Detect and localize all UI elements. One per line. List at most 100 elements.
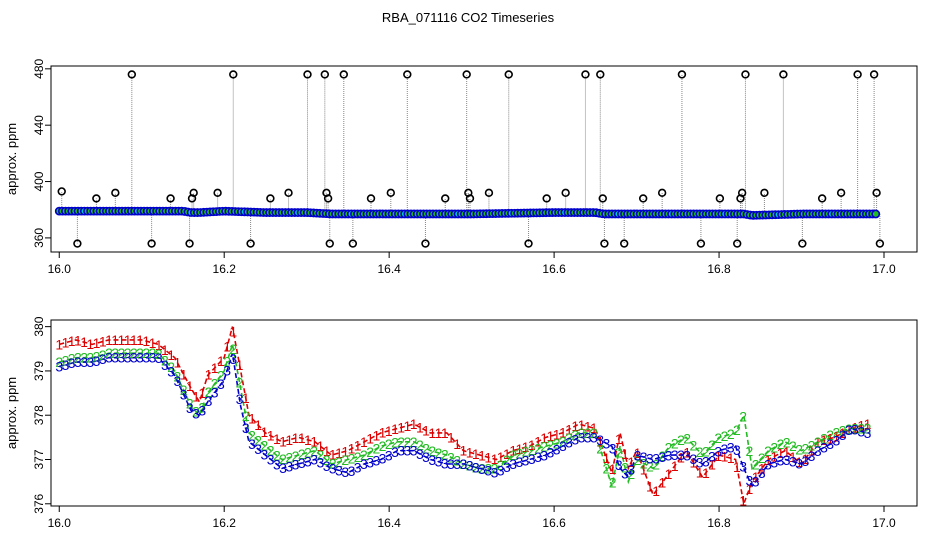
x-tick-label: 16.2 <box>213 516 237 530</box>
series-2-point: 2 <box>354 449 362 465</box>
series-2-point: 2 <box>149 345 157 361</box>
series-2-point: 2 <box>285 450 293 466</box>
series-3-point: 3 <box>621 466 629 482</box>
series-2-point: 2 <box>310 443 318 459</box>
series-3-point: 3 <box>130 350 138 366</box>
series-2-point: 2 <box>845 421 853 437</box>
y-tick-label: 440 <box>32 115 46 135</box>
series-3-point: 3 <box>217 376 225 392</box>
series-3-point: 3 <box>491 464 499 480</box>
series-3-point: 3 <box>341 464 349 480</box>
series-3-point: 3 <box>316 454 324 470</box>
spike-point <box>284 188 293 198</box>
spike-point <box>817 194 827 203</box>
series-2-point: 2 <box>683 431 691 447</box>
series-1-point: 1 <box>130 332 138 348</box>
spike-point <box>504 70 513 79</box>
spike-point <box>875 239 885 248</box>
series-2-point: 2 <box>677 432 685 448</box>
series-3-point: 3 <box>99 351 107 367</box>
series-3-point: 3 <box>752 473 760 489</box>
panel-1-plot-area <box>54 70 885 248</box>
series-2-point: 2 <box>459 456 467 472</box>
series-1-point: 1 <box>459 443 467 459</box>
series-3-point: 3 <box>136 350 144 366</box>
series-3-point: 3 <box>453 456 461 472</box>
series-2-point: 2 <box>652 456 660 472</box>
series-2-point: 2 <box>279 451 287 467</box>
series-3-point: 3 <box>441 455 449 471</box>
spike-point <box>677 70 687 79</box>
series-3-point: 3 <box>236 391 244 407</box>
series-2-point: 2 <box>851 421 859 437</box>
series-1-point: 1 <box>292 430 300 446</box>
series-1-point: 1 <box>540 430 548 446</box>
series-2-point: 2 <box>553 435 561 451</box>
spike-point <box>638 194 648 203</box>
series-2-point: 2 <box>186 395 194 411</box>
series-3-point: 3 <box>472 459 480 475</box>
series-3-point: 3 <box>814 443 822 459</box>
series-3-point: 3 <box>857 423 865 439</box>
series-2-point: 2 <box>236 375 244 391</box>
series-1-point: 1 <box>559 425 567 441</box>
series-3-point: 3 <box>609 440 617 456</box>
series-3-point: 3 <box>534 449 542 465</box>
series-1-point: 1 <box>584 418 592 434</box>
series-3-point: 3 <box>733 442 741 458</box>
series-1-point: 1 <box>192 388 200 404</box>
series-1-point: 1 <box>758 461 766 477</box>
x-tick-label: 16.0 <box>48 516 72 530</box>
spike-point <box>872 188 881 198</box>
series-1-point: 1 <box>404 418 412 434</box>
series-1-point: 1 <box>198 385 206 401</box>
series-1-point: 1 <box>789 449 797 465</box>
series-2-point: 2 <box>385 436 393 452</box>
series-1-point: 1 <box>733 459 741 475</box>
series-2-point: 2 <box>758 450 766 466</box>
series-1-point: 1 <box>683 444 691 460</box>
series-2-point: 2 <box>640 455 648 471</box>
series-1-point: 1 <box>86 336 94 352</box>
series-2-point: 2 <box>379 438 387 454</box>
series-3-point: 3 <box>298 455 306 471</box>
series-3-point: 3 <box>68 355 76 371</box>
series-2-point: 2 <box>615 444 623 460</box>
x-tick-label: 16.8 <box>707 516 731 530</box>
spike-point <box>386 188 396 198</box>
series-3-point: 3 <box>665 447 673 463</box>
series-1-point: 1 <box>167 347 175 363</box>
series-2-line <box>59 344 868 487</box>
series-2-point: 2 <box>360 447 368 463</box>
series-2-point: 2 <box>708 437 716 453</box>
x-tick-label: 16.6 <box>542 516 566 530</box>
series-1-point: 1 <box>770 448 778 464</box>
y-tick-label: 377 <box>32 449 46 469</box>
series-3-point: 3 <box>459 456 467 472</box>
series-3-point: 3 <box>758 465 766 481</box>
series-1-point: 1 <box>565 421 573 437</box>
series-3-point: 3 <box>198 403 206 419</box>
series-3-point: 3 <box>839 427 847 443</box>
series-3-point: 3 <box>559 438 567 454</box>
series-3-point: 3 <box>186 400 194 416</box>
series-3-line <box>59 352 868 488</box>
series-1-point: 1 <box>833 428 841 444</box>
spike-point <box>737 188 747 198</box>
series-3-point: 3 <box>93 353 101 369</box>
series-3-point: 3 <box>397 443 405 459</box>
baseline-point <box>871 209 881 219</box>
series-3-point: 3 <box>522 453 530 469</box>
series-1-point: 1 <box>553 426 561 442</box>
series-1-point: 1 <box>820 432 828 448</box>
series-1-point: 1 <box>68 333 76 349</box>
series-2-point: 2 <box>173 369 181 385</box>
series-3-point: 3 <box>627 461 635 477</box>
series-3-point: 3 <box>677 447 685 463</box>
x-tick-label: 16.0 <box>48 262 72 276</box>
series-1-point: 1 <box>366 431 374 447</box>
x-tick-label: 16.4 <box>377 516 401 530</box>
series-2-point: 2 <box>261 437 269 453</box>
series-3-point: 3 <box>764 457 772 473</box>
series-3-point: 3 <box>348 463 356 479</box>
